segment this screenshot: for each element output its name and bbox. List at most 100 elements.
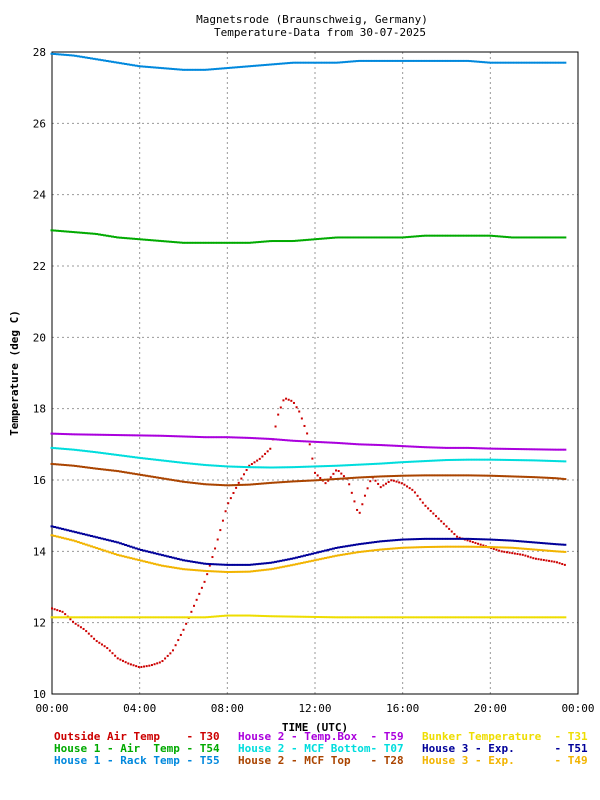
data-point <box>476 538 480 541</box>
data-point <box>224 241 228 244</box>
data-point <box>505 546 509 549</box>
data-point <box>484 61 488 64</box>
data-point <box>418 546 422 549</box>
data-point <box>100 233 104 236</box>
data-point <box>558 460 562 463</box>
data-point <box>92 535 96 538</box>
data-point <box>61 527 65 530</box>
data-point <box>103 452 107 455</box>
data-point <box>124 543 128 546</box>
data-point <box>297 480 301 483</box>
data-point <box>300 440 304 443</box>
data-point <box>445 616 448 619</box>
data-point <box>318 61 322 64</box>
data-point <box>421 616 425 619</box>
data-point <box>366 443 370 446</box>
data-point <box>508 458 512 461</box>
data-point <box>268 63 272 66</box>
data-point <box>110 469 114 472</box>
data-point <box>379 548 383 551</box>
data-point <box>305 554 309 557</box>
data-point <box>197 482 201 485</box>
data-point <box>550 616 554 619</box>
data-point <box>437 545 441 548</box>
data-point <box>97 433 101 436</box>
data-point <box>260 240 264 243</box>
data-point <box>358 616 362 619</box>
data-point <box>326 61 330 64</box>
data-point <box>558 543 562 546</box>
data-point <box>260 437 264 440</box>
data-point <box>479 538 483 541</box>
data-point <box>71 464 75 467</box>
data-point <box>481 234 485 237</box>
data-point <box>176 616 180 619</box>
data-point <box>129 455 133 458</box>
data-point <box>334 546 338 549</box>
data-point <box>489 234 493 237</box>
data-point <box>74 540 78 543</box>
data-point <box>534 548 538 551</box>
data-point <box>352 236 356 239</box>
data-point <box>145 616 149 619</box>
data-point <box>126 63 130 66</box>
data-point <box>381 444 385 447</box>
data-point <box>147 616 151 619</box>
data-point <box>544 61 548 64</box>
data-point <box>218 241 222 244</box>
data-point <box>121 543 125 546</box>
data-point <box>544 616 548 619</box>
data-point <box>466 545 470 548</box>
data-point <box>397 236 401 239</box>
data-point <box>360 443 364 446</box>
data-point <box>423 616 427 619</box>
data-point <box>58 229 62 232</box>
data-point <box>71 616 75 619</box>
y-tick-label: 22 <box>33 260 46 273</box>
data-point <box>50 432 54 435</box>
data-point <box>416 235 420 238</box>
data-point <box>150 616 154 619</box>
data-point <box>87 450 91 453</box>
data-point <box>352 476 356 479</box>
data-point <box>64 613 67 616</box>
data-point <box>426 616 430 619</box>
data-point <box>481 61 485 64</box>
data-point <box>271 615 275 618</box>
data-point <box>492 538 496 541</box>
data-point <box>255 241 259 244</box>
data-point <box>132 237 136 240</box>
data-point <box>276 240 280 243</box>
data-point <box>398 481 401 484</box>
data-point <box>158 434 162 437</box>
data-point <box>334 616 338 619</box>
data-point <box>308 560 312 563</box>
data-point <box>334 554 338 557</box>
data-point <box>560 550 564 553</box>
data-point <box>329 464 333 467</box>
data-point <box>316 479 320 482</box>
data-point <box>452 616 456 619</box>
data-point <box>229 563 233 566</box>
data-point <box>182 616 185 619</box>
data-point <box>195 435 199 438</box>
data-point <box>487 458 491 461</box>
data-point <box>353 500 356 503</box>
data-point <box>458 545 462 548</box>
data-point <box>405 474 409 477</box>
data-point <box>439 545 443 548</box>
data-point <box>352 60 356 63</box>
data-point <box>452 537 456 540</box>
data-point <box>463 545 467 548</box>
data-point <box>231 614 235 617</box>
data-point <box>411 488 414 491</box>
data-point <box>492 547 495 550</box>
data-point <box>237 241 241 244</box>
data-point <box>58 447 62 450</box>
data-point <box>366 236 370 239</box>
series-T30 <box>51 397 566 668</box>
data-point <box>302 239 306 242</box>
data-point <box>376 548 380 551</box>
data-point <box>63 230 67 233</box>
data-point <box>534 236 538 239</box>
